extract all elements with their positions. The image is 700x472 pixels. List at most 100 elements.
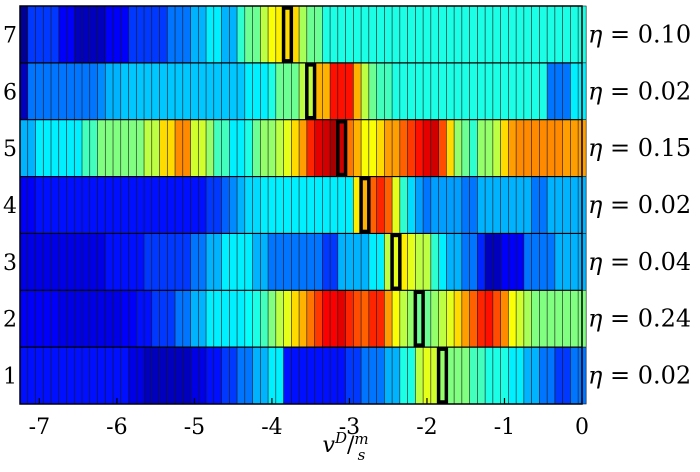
heatmap-cell bbox=[391, 176, 401, 234]
heatmap-cell bbox=[120, 62, 130, 121]
heatmap-cell bbox=[221, 289, 230, 348]
heatmap-cell bbox=[345, 346, 354, 405]
heatmap-cell bbox=[73, 176, 83, 234]
heatmap-cell bbox=[562, 119, 571, 177]
heatmap-cell bbox=[515, 62, 525, 121]
heatmap-cell bbox=[58, 289, 68, 348]
heatmap-cell bbox=[477, 176, 486, 234]
heatmap-cell bbox=[291, 176, 300, 234]
heatmap-cell bbox=[345, 289, 354, 348]
heatmap-cell bbox=[283, 346, 292, 405]
heatmap-cell bbox=[492, 119, 502, 177]
heatmap-cell bbox=[35, 62, 44, 121]
heatmap-cell bbox=[322, 5, 331, 64]
heatmap-cell bbox=[213, 5, 223, 64]
heatmap-cell bbox=[407, 233, 416, 291]
heatmap-cell bbox=[283, 233, 292, 291]
heatmap-cell bbox=[104, 346, 114, 405]
heatmap-cell bbox=[570, 119, 579, 177]
heatmap-cell bbox=[120, 119, 130, 177]
heatmap-cell bbox=[376, 5, 385, 64]
heatmap-cell bbox=[515, 289, 525, 348]
heatmap-cell bbox=[97, 5, 106, 64]
heatmap-cell bbox=[337, 5, 347, 64]
heatmap-cell bbox=[399, 62, 409, 121]
heatmap-cell bbox=[236, 346, 246, 405]
heatmap-cell bbox=[73, 289, 83, 348]
heatmap-cell bbox=[252, 289, 261, 348]
heatmap-cell bbox=[314, 5, 323, 64]
heatmap-cell bbox=[283, 119, 292, 177]
heatmap-cell bbox=[128, 176, 137, 234]
heatmap-cell bbox=[531, 176, 540, 234]
heatmap-cell bbox=[27, 176, 37, 234]
heatmap-cell bbox=[345, 62, 354, 121]
heatmap-cell bbox=[469, 176, 478, 234]
x-tick-label: -4 bbox=[261, 415, 282, 440]
heatmap-cell bbox=[182, 119, 192, 177]
heatmap-cell bbox=[368, 5, 378, 64]
heatmap-cell bbox=[337, 62, 347, 121]
heatmap-cell bbox=[205, 62, 215, 121]
heatmap-cell bbox=[399, 289, 409, 348]
heatmap-cell bbox=[477, 62, 486, 121]
heatmap-cell bbox=[368, 62, 378, 121]
heatmap-cell bbox=[50, 233, 60, 291]
heatmap-cell bbox=[492, 5, 502, 64]
heatmap-cell bbox=[508, 176, 517, 234]
heatmap-cell bbox=[35, 346, 44, 405]
heatmap-cell bbox=[159, 289, 168, 348]
heatmap-cell bbox=[508, 5, 517, 64]
heatmap-cell bbox=[353, 5, 362, 64]
heatmap-cell bbox=[66, 176, 75, 234]
heatmap-cell bbox=[531, 289, 540, 348]
heatmap-cell bbox=[104, 176, 114, 234]
heatmap-cell bbox=[89, 119, 99, 177]
heatmap-cell bbox=[182, 346, 192, 405]
heatmap-cell bbox=[190, 62, 199, 121]
heatmap-cell bbox=[112, 5, 122, 64]
heatmap-cell bbox=[422, 119, 432, 177]
heatmap-cell bbox=[182, 176, 192, 234]
heatmap-cell bbox=[244, 289, 254, 348]
heatmap-cell bbox=[213, 233, 223, 291]
heatmap-cell bbox=[19, 5, 29, 64]
heatmap-cell bbox=[166, 119, 176, 177]
heatmap-cell bbox=[515, 346, 525, 405]
heatmap-cell bbox=[562, 233, 571, 291]
heatmap-cell bbox=[430, 62, 440, 121]
heatmap-cell bbox=[453, 176, 463, 234]
heatmap-cell bbox=[523, 5, 533, 64]
heatmap-cell bbox=[376, 233, 385, 291]
heatmap-cell bbox=[174, 289, 184, 348]
row-label: 5 bbox=[3, 137, 17, 162]
heatmap-cell bbox=[322, 289, 331, 348]
heatmap-cell bbox=[515, 233, 525, 291]
heatmap-cell bbox=[19, 289, 29, 348]
heatmap-cell bbox=[306, 176, 316, 234]
heatmap-cell bbox=[376, 289, 385, 348]
heatmap-cell bbox=[298, 176, 308, 234]
heatmap-cell bbox=[81, 233, 91, 291]
heatmap-cell bbox=[89, 346, 99, 405]
heatmap-cell bbox=[159, 233, 168, 291]
heatmap-cell bbox=[523, 346, 533, 405]
heatmap-cell bbox=[329, 5, 339, 64]
x-tick-label: -6 bbox=[106, 415, 127, 440]
heatmap-cell bbox=[143, 233, 153, 291]
heatmap-cell bbox=[422, 346, 432, 405]
heatmap-cell bbox=[205, 119, 215, 177]
heatmap-cell bbox=[438, 5, 447, 64]
heatmap-cell bbox=[143, 176, 153, 234]
heatmap-cell bbox=[407, 119, 416, 177]
heatmap-cell bbox=[120, 289, 130, 348]
heatmap-cell bbox=[205, 176, 215, 234]
heatmap-cell bbox=[453, 5, 463, 64]
heatmap-cell bbox=[182, 289, 192, 348]
heatmap-cell bbox=[267, 233, 277, 291]
heatmap-cell bbox=[166, 346, 176, 405]
heatmap-cell bbox=[112, 119, 122, 177]
heatmap-cell bbox=[81, 346, 91, 405]
heatmap-cell bbox=[19, 176, 29, 234]
heatmap-cell bbox=[314, 289, 323, 348]
